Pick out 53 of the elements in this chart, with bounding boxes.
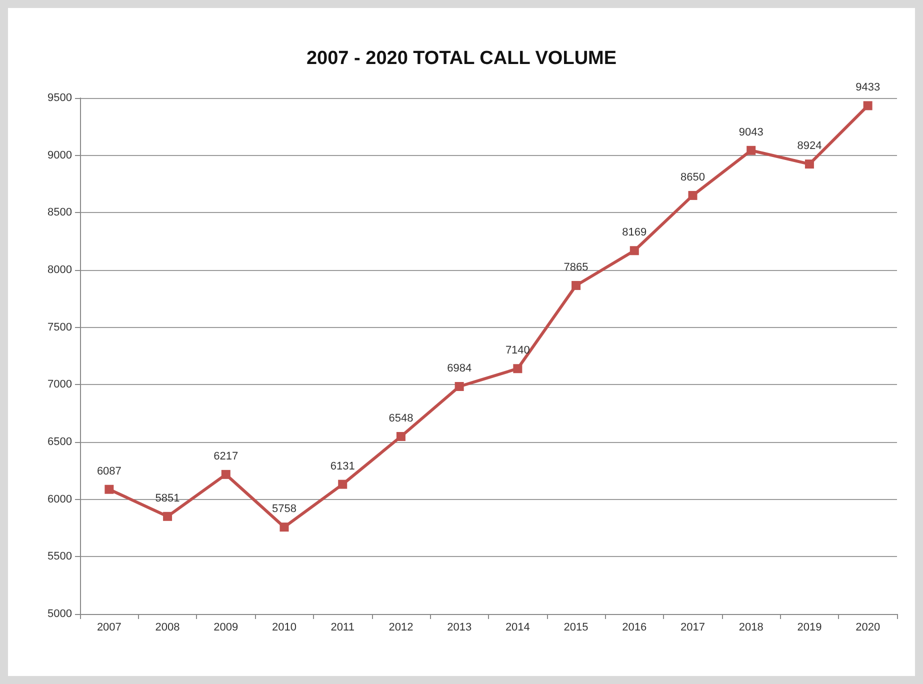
x-tick-label: 2010 — [272, 622, 296, 634]
y-tick-label: 8000 — [48, 264, 72, 276]
point — [221, 470, 230, 479]
point — [280, 522, 289, 532]
x-tick-label: 2015 — [564, 622, 588, 634]
y-tick-label: 7500 — [48, 321, 72, 334]
x-tick-label: 2013 — [447, 622, 472, 634]
point — [804, 160, 814, 169]
x-tick-label: 2011 — [330, 622, 354, 634]
y-tick-label: 9000 — [48, 149, 72, 162]
data-label: 6131 — [330, 460, 355, 472]
data-label: 8924 — [797, 140, 822, 152]
x-tick-label: 2012 — [388, 622, 414, 634]
data-label: 5851 — [155, 492, 180, 504]
data-label: 6217 — [214, 450, 238, 462]
x-tick-label: 2020 — [856, 622, 880, 634]
x-tick-label: 2019 — [797, 622, 822, 634]
y-tick-label: 7000 — [48, 378, 72, 391]
point — [746, 146, 756, 155]
x-tick-label: 2016 — [622, 622, 647, 634]
data-label: 7865 — [564, 261, 588, 274]
point — [454, 382, 464, 391]
data-label: 8650 — [680, 171, 705, 184]
point — [338, 480, 348, 489]
data-label: 6087 — [96, 465, 122, 478]
x-tick-label: 2017 — [680, 622, 705, 634]
data-label: 6548 — [388, 412, 414, 424]
y-tick-label: 8500 — [48, 206, 72, 219]
y-tick-label: 6500 — [48, 436, 72, 448]
y-tick-label: 9500 — [48, 92, 72, 104]
chart-title: 2007 - 2020 TOTAL CALL VOLUME — [306, 48, 617, 69]
point — [630, 246, 639, 256]
x-tick-label: 2008 — [155, 622, 180, 634]
data-label: 9043 — [738, 126, 764, 138]
x-tick-label: 2009 — [214, 622, 238, 634]
data-label: 9433 — [856, 82, 880, 94]
y-tick-label: 5500 — [48, 550, 72, 563]
x-tick-label: 2007 — [96, 622, 122, 634]
data-label: 6984 — [447, 362, 472, 374]
data-label: 8169 — [622, 226, 647, 239]
point — [863, 101, 872, 110]
point — [396, 432, 406, 441]
point — [513, 364, 522, 374]
point — [104, 484, 114, 494]
point — [688, 190, 698, 200]
point — [163, 512, 172, 521]
data-label: 7140 — [505, 344, 530, 357]
x-tick-label: 2018 — [738, 622, 764, 634]
x-tick-label: 2014 — [505, 622, 530, 634]
data-label: 5758 — [272, 503, 296, 516]
y-tick-label: 5000 — [48, 608, 72, 620]
y-tick-label: 6000 — [48, 493, 72, 506]
point — [572, 280, 581, 290]
